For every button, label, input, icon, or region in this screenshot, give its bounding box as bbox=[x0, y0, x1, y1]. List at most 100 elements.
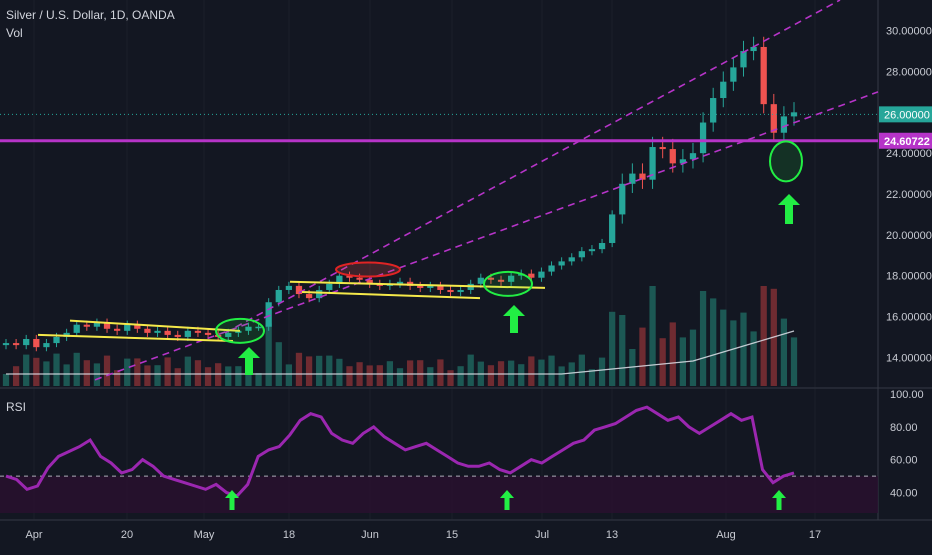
candle-body bbox=[639, 173, 646, 180]
volume-bar bbox=[639, 327, 646, 386]
volume-bar bbox=[760, 286, 767, 386]
volume-bar bbox=[285, 364, 293, 386]
candle-body bbox=[417, 285, 424, 288]
volume-bar bbox=[720, 309, 727, 386]
candle-body bbox=[659, 147, 666, 150]
volume-bar bbox=[588, 369, 596, 386]
volume-bar bbox=[204, 367, 212, 386]
volume-bar bbox=[568, 362, 575, 386]
candle-body bbox=[12, 343, 20, 346]
candle-body bbox=[53, 336, 60, 344]
candle-body bbox=[235, 330, 242, 333]
volume-bar bbox=[235, 366, 242, 386]
candle-body bbox=[770, 104, 777, 133]
rsi-tick-label: 100.00 bbox=[890, 389, 924, 401]
candle-body bbox=[93, 322, 101, 327]
x-tick-label: May bbox=[194, 529, 215, 541]
candle-body bbox=[619, 183, 626, 215]
rsi-tick-label: 60.00 bbox=[890, 455, 918, 467]
candle-body bbox=[154, 330, 161, 333]
volume-bar bbox=[113, 370, 121, 386]
rsi-tick-label: 80.00 bbox=[890, 422, 918, 434]
volume-bar bbox=[326, 355, 333, 386]
candle-body bbox=[598, 243, 606, 250]
candle-body bbox=[427, 285, 434, 288]
candle-body bbox=[790, 112, 798, 117]
candle-body bbox=[326, 283, 333, 290]
volume-bar bbox=[366, 365, 373, 386]
candle-body bbox=[477, 277, 484, 284]
x-tick-label: 17 bbox=[809, 529, 821, 541]
volume-bar bbox=[305, 356, 313, 386]
volume-bar bbox=[376, 365, 383, 386]
volume-bar bbox=[23, 354, 30, 386]
volume-bar bbox=[53, 353, 60, 386]
volume-bar bbox=[184, 356, 191, 386]
volume-bar bbox=[93, 363, 101, 386]
green-circle-may bbox=[215, 317, 265, 344]
level-price-label: 24.60722 bbox=[884, 136, 930, 148]
candle-body bbox=[568, 257, 575, 262]
price-tick-label: 18.00000 bbox=[886, 271, 932, 283]
candle-body bbox=[103, 322, 111, 329]
volume-bar bbox=[295, 352, 303, 386]
x-tick-label: 20 bbox=[121, 529, 133, 541]
volume-layer bbox=[2, 286, 798, 386]
candle-body bbox=[760, 46, 767, 105]
volume-bar bbox=[598, 357, 606, 386]
volume-bar bbox=[427, 367, 434, 386]
yellow-channel-top-1 bbox=[37, 333, 234, 343]
green-circle-jun bbox=[483, 270, 533, 297]
candle-body bbox=[43, 343, 50, 348]
rsi-line bbox=[5, 405, 795, 498]
volume-bar bbox=[780, 318, 788, 386]
candle-body bbox=[710, 98, 717, 123]
volume-bar bbox=[740, 312, 747, 386]
axis-layer: 30.00000 28.00000 26.00000 24.00000 22.00000… bbox=[25, 26, 932, 541]
rsi-layer bbox=[0, 405, 878, 513]
volume-bar bbox=[33, 357, 40, 386]
x-tick-label: Aug bbox=[716, 529, 736, 541]
candle-body bbox=[174, 334, 181, 337]
volume-bar bbox=[417, 360, 424, 386]
candle-body bbox=[649, 147, 656, 180]
volume-bar bbox=[316, 355, 323, 386]
level-price-tag bbox=[879, 132, 932, 149]
volume-bar bbox=[134, 358, 141, 386]
volume-bar bbox=[518, 364, 525, 386]
x-tick-label: Jul bbox=[535, 529, 549, 541]
volume-bar bbox=[265, 323, 272, 386]
candle-body bbox=[204, 332, 212, 335]
volume-bar bbox=[346, 366, 353, 386]
candle-body bbox=[629, 173, 636, 184]
price-tick-label: 14.00000 bbox=[886, 352, 932, 364]
candle-body bbox=[669, 149, 676, 164]
candle-body bbox=[356, 277, 363, 280]
candle-body bbox=[588, 249, 596, 252]
candle-body bbox=[124, 324, 131, 331]
rsi-label: RSI bbox=[6, 400, 27, 414]
candle-body bbox=[528, 273, 535, 278]
candle-body bbox=[780, 116, 788, 133]
volume-bar bbox=[669, 322, 676, 386]
candle-body bbox=[305, 294, 313, 299]
last-price-tag bbox=[879, 106, 932, 123]
volume-bar bbox=[83, 360, 90, 386]
volume-bar bbox=[2, 374, 10, 386]
x-tick-label: 18 bbox=[283, 529, 295, 541]
price-tick-label: 20.00000 bbox=[886, 230, 932, 242]
price-tick-label: 28.00000 bbox=[886, 66, 932, 78]
price-tick-label: 16.00000 bbox=[886, 312, 932, 324]
up-arrow-aug bbox=[778, 194, 800, 224]
volume-bar bbox=[548, 355, 555, 386]
x-tick-label: 15 bbox=[446, 529, 458, 541]
candle-body bbox=[113, 328, 121, 331]
candle-body bbox=[265, 302, 272, 327]
candle-body bbox=[83, 324, 90, 327]
volume-bar bbox=[730, 320, 737, 386]
volume-label: Vol bbox=[6, 26, 23, 40]
candle-body bbox=[578, 251, 585, 258]
